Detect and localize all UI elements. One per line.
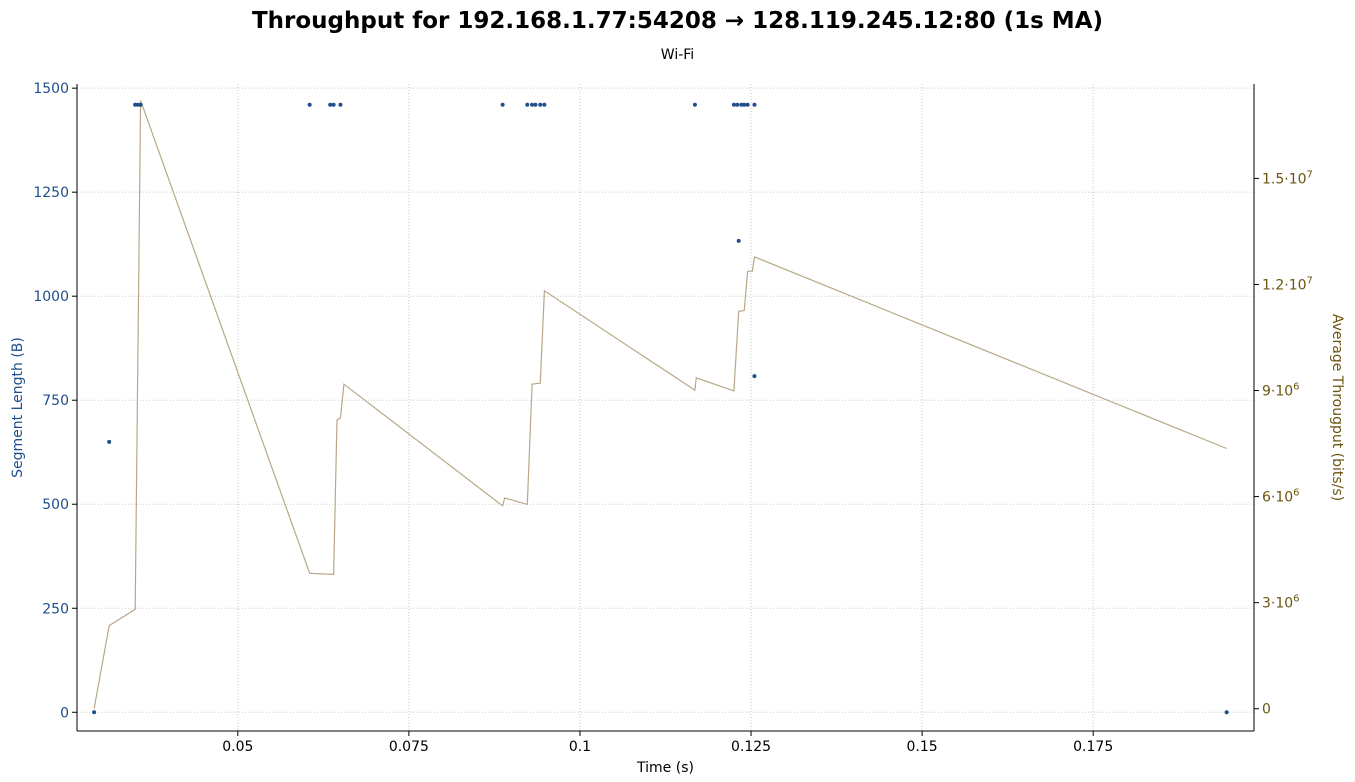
- segment-point: [533, 102, 538, 107]
- y-left-tick-label: 1000: [33, 289, 69, 305]
- plot-area: [77, 84, 1254, 731]
- segment-point: [542, 102, 547, 107]
- y-right-tick-label: 3·106: [1262, 594, 1300, 612]
- segment-point: [525, 102, 530, 107]
- segment-point: [745, 102, 750, 107]
- segment-point: [500, 102, 505, 107]
- segment-point: [135, 102, 140, 107]
- segment-point: [331, 102, 336, 107]
- segment-point: [307, 102, 312, 107]
- y-left-tick-label: 0: [60, 705, 69, 721]
- y-left-axis-label: Segment Length (B): [10, 337, 26, 478]
- x-tick-label: 0.1: [569, 739, 591, 755]
- x-axis-label: Time (s): [636, 760, 694, 776]
- segment-point: [1224, 710, 1229, 715]
- segment-point: [338, 102, 343, 107]
- x-tick-label: 0.15: [907, 739, 938, 755]
- y-right-tick-label: 6·106: [1262, 488, 1300, 506]
- y-right-axis-label: Average Througput (bits/s): [1329, 314, 1345, 501]
- chart-title: Throughput for 192.168.1.77:54208 → 128.…: [251, 8, 1104, 34]
- y-left-tick-label: 250: [42, 601, 69, 617]
- segment-point: [107, 439, 112, 444]
- segment-point: [736, 238, 741, 243]
- segment-point: [752, 102, 757, 107]
- segment-point: [92, 710, 97, 715]
- segment-point: [752, 374, 757, 379]
- segment-point: [742, 102, 747, 107]
- y-left-tick-label: 1250: [33, 185, 69, 201]
- segment-point: [530, 102, 535, 107]
- segment-point: [538, 102, 543, 107]
- y-left-tick-label: 1500: [33, 81, 69, 97]
- segment-point: [692, 102, 697, 107]
- y-left-tick-label: 500: [42, 497, 69, 513]
- segment-point: [328, 102, 333, 107]
- segment-point: [735, 102, 740, 107]
- y-right-tick-label: 1.5·107: [1262, 169, 1313, 187]
- segment-point: [133, 102, 138, 107]
- y-right-tick-label: 9·106: [1262, 382, 1300, 400]
- segment-point: [731, 102, 736, 107]
- throughput-line: [93, 100, 1227, 709]
- x-tick-label: 0.125: [731, 739, 771, 755]
- chart-subtitle: Wi-Fi: [660, 47, 695, 63]
- y-left-tick-label: 750: [42, 393, 69, 409]
- x-tick-label: 0.05: [222, 739, 253, 755]
- y-right-tick-label: 0: [1262, 702, 1271, 718]
- segment-point: [138, 102, 143, 107]
- segment-point: [739, 102, 744, 107]
- x-tick-label: 0.175: [1073, 739, 1113, 755]
- x-tick-label: 0.075: [389, 739, 429, 755]
- y-right-tick-label: 1.2·107: [1262, 275, 1313, 293]
